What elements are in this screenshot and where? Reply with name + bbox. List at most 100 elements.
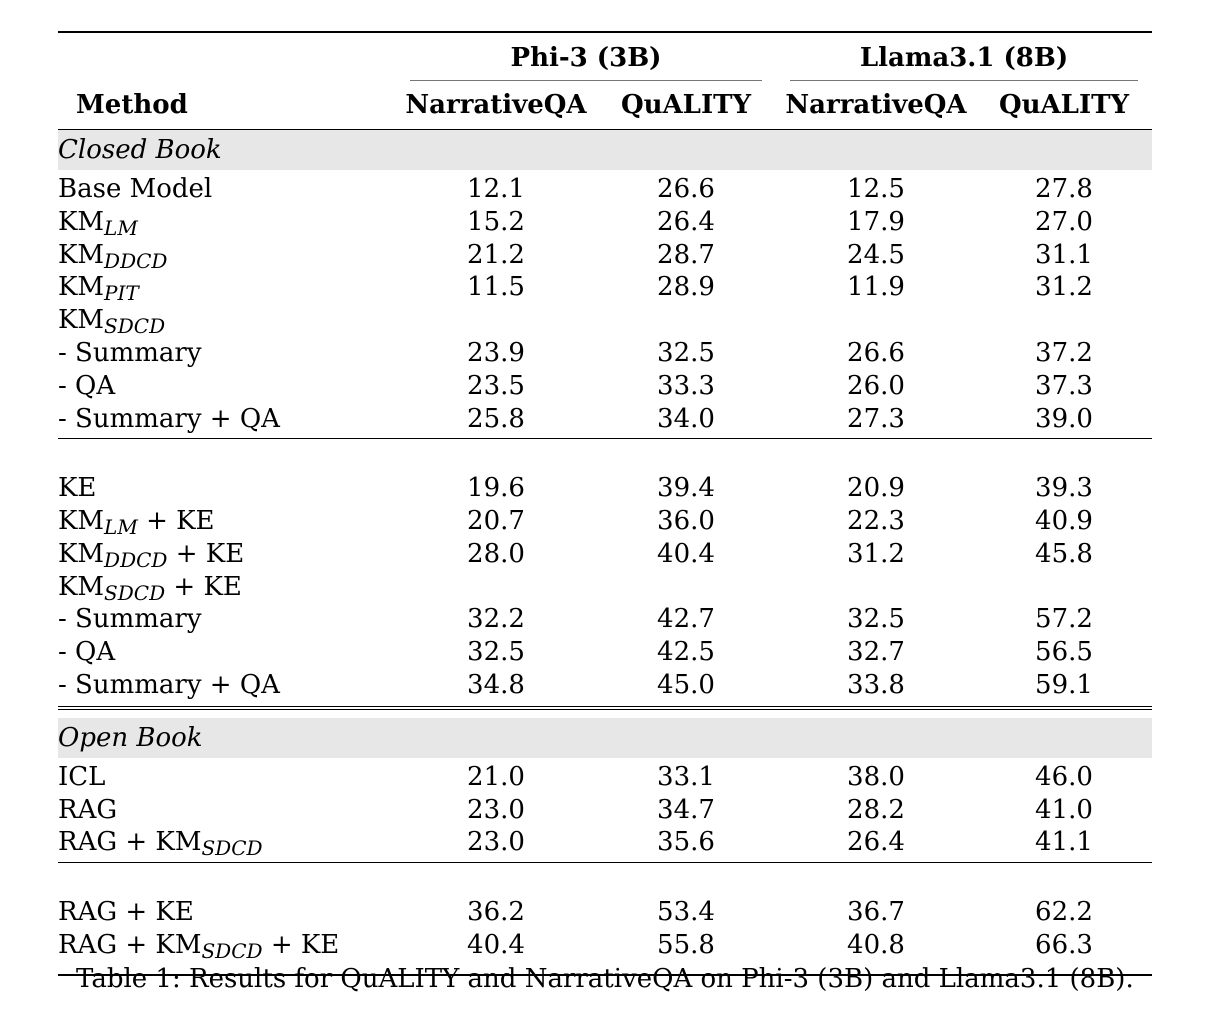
table-row: - QA 32.5 42.5 32.7 56.5 [58,636,1152,669]
method-subscript: SDCD [201,938,263,963]
value-cell: 33.1 [657,761,715,792]
method-cell: KMSDCD [58,304,396,337]
value-cell: 32.7 [847,637,905,668]
value-cell: 36.0 [657,505,715,536]
method-name: ICL [58,761,106,792]
table-row: - Summary + QA 25.8 34.0 27.3 39.0 [58,403,1152,436]
rule-row [58,965,1152,976]
method-name: KM [58,538,105,569]
value-cell: 40.8 [847,929,905,960]
value-cell: 31.2 [847,538,905,569]
method-suffix: + KE [262,929,340,960]
value-cell: 53.4 [657,896,715,927]
method-name: KE [58,473,97,504]
column-header-method: Method [76,90,188,120]
value-cell [396,571,596,604]
section-title: Closed Book [58,129,1152,170]
table-row: - QA 23.5 33.3 26.0 37.3 [58,370,1152,403]
method-subscript: SDCD [104,314,166,339]
value-cell: 40.9 [1035,505,1093,536]
value-cell: 19.6 [467,473,525,504]
method-name: RAG + KM [58,827,202,858]
value-cell: 32.5 [657,337,715,368]
table-row: KMSDCD [58,304,1152,337]
value-cell: 20.7 [467,505,525,536]
method-subscript: PIT [104,281,139,306]
method-name: KM [58,239,105,270]
value-cell [776,304,976,337]
value-cell: 32.5 [467,637,525,668]
value-cell: 26.6 [847,337,905,368]
table-row: KMDDCD + KE 28.0 40.4 31.2 45.8 [58,538,1152,571]
value-cell: 33.3 [657,370,715,401]
value-cell: 26.4 [657,206,715,237]
rule-row [58,705,1152,718]
method-cell: KMDDCD + KE [58,538,396,571]
value-cell: 40.4 [467,929,525,960]
method-cell: RAG + KMSDCD [58,826,396,859]
method-cell: Base Model [58,173,396,206]
value-cell [596,304,776,337]
value-cell: 27.3 [847,403,905,434]
table-row: KE 19.6 39.4 20.9 39.3 [58,472,1152,505]
value-cell: 33.8 [847,669,905,700]
value-cell: 11.5 [467,272,525,303]
table-row: KMLM 15.2 26.4 17.9 27.0 [58,206,1152,239]
value-cell: 20.9 [847,473,905,504]
section-title: Open Book [58,717,1152,758]
value-cell: 41.0 [1035,794,1093,825]
value-cell: 46.0 [1035,761,1093,792]
table-row: - Summary 23.9 32.5 26.6 37.2 [58,337,1152,370]
method-subscript: LM [104,514,138,539]
value-cell: 22.3 [847,505,905,536]
column-header-narrativeqa: NarrativeQA [405,90,587,120]
method-cell: KMLM + KE [58,505,396,538]
section-header-row: Open Book [58,717,1152,758]
table-row: KMPIT 11.5 28.9 11.9 31.2 [58,271,1152,304]
column-header-quality: QuALITY [620,90,752,120]
value-cell: 56.5 [1035,637,1093,668]
value-cell: 23.5 [467,370,525,401]
group-header-llama: Llama3.1 (8B) [776,33,1152,81]
value-cell: 28.7 [657,239,715,270]
value-cell: 36.2 [467,896,525,927]
method-name: KM [58,272,105,303]
value-cell: 42.5 [657,637,715,668]
section-header-row: Closed Book [58,129,1152,170]
method-name: Base Model [58,174,213,204]
rule-row [58,438,1152,473]
value-cell: 23.0 [467,794,525,825]
column-header-quality: QuALITY [998,90,1130,120]
table-row: KMDDCD 21.2 28.7 24.5 31.1 [58,239,1152,272]
value-cell: 31.1 [1035,239,1093,270]
method-name: RAG + KE [58,896,194,927]
value-cell: 23.9 [467,337,525,368]
method-name: - Summary [58,337,202,368]
value-cell: 59.1 [1035,669,1093,700]
value-cell [776,571,976,604]
value-cell [976,304,1152,337]
table-row: RAG 23.0 34.7 28.2 41.0 [58,794,1152,827]
method-subscript: SDCD [201,836,263,861]
results-table-container: Phi-3 (3B) Llama3.1 (8B) Method Narrativ… [58,31,1152,976]
method-name: KM [58,505,105,536]
method-name: - QA [58,370,116,401]
value-cell: 12.5 [847,174,905,204]
value-cell: 21.0 [467,761,525,792]
method-cell: KMLM [58,206,396,239]
method-cell: - QA [58,636,396,669]
group-header-row: Phi-3 (3B) Llama3.1 (8B) [58,33,1152,81]
method-name: KM [58,206,105,237]
method-cell: RAG + KE [58,896,396,929]
method-cell: - Summary + QA [58,669,396,702]
column-header-row: Method NarrativeQA QuALITY NarrativeQA Q… [58,81,1152,130]
value-cell: 36.7 [847,896,905,927]
method-name: KM [58,571,105,602]
method-name: RAG + KM [58,929,202,960]
value-cell: 42.7 [657,604,715,635]
value-cell [596,571,776,604]
value-cell [396,304,596,337]
value-cell: 41.1 [1035,827,1093,858]
value-cell: 34.8 [467,669,525,700]
value-cell: 39.4 [657,473,715,504]
